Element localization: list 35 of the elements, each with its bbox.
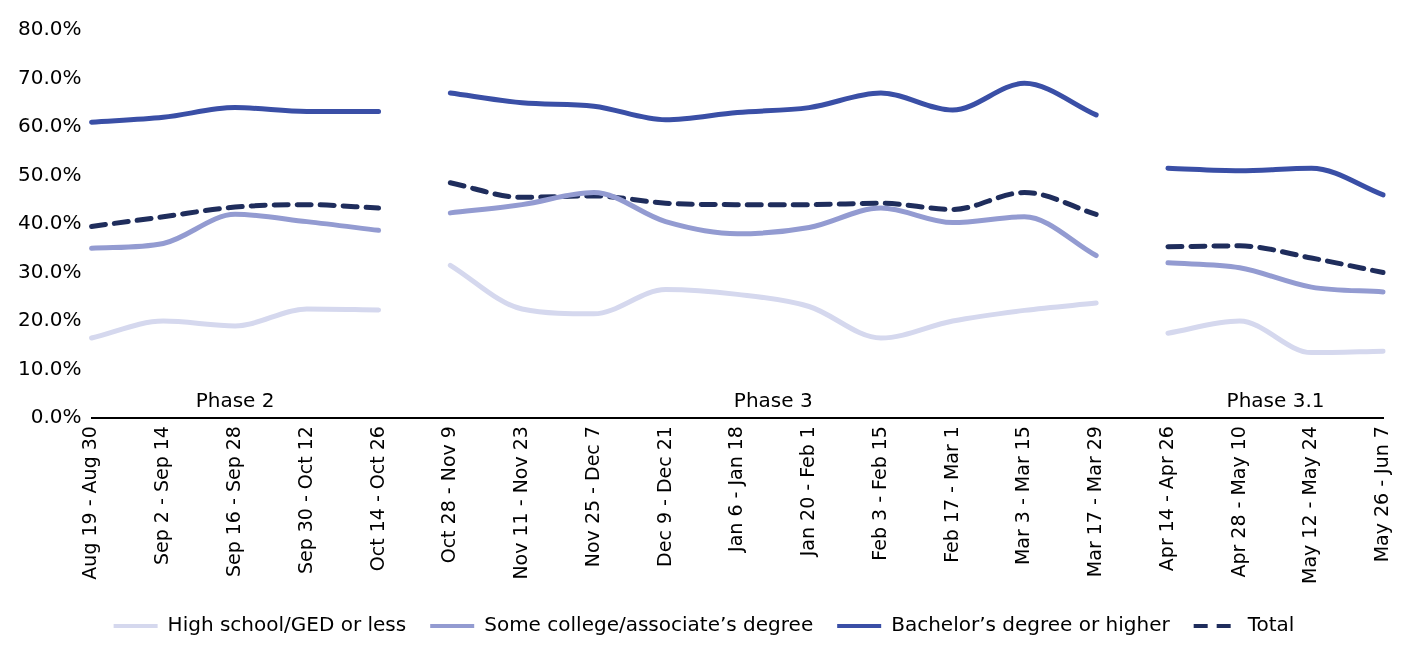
legend-label: Some college/associate’s degree (484, 612, 814, 637)
y-tick-label: 60.0% (17, 113, 82, 138)
x-tick-label: Oct 14 - Oct 26 (365, 426, 388, 572)
x-tick-label: Mar 17 - Mar 29 (1083, 426, 1106, 578)
x-tick-label: Nov 11 - Nov 23 (509, 426, 532, 580)
x-tick-label: Mar 3 - Mar 15 (1011, 426, 1034, 566)
x-tick-label: Sep 30 - Oct 12 (293, 426, 316, 575)
y-tick-label: 0.0% (30, 404, 82, 429)
x-tick-label: Aug 19 - Aug 30 (78, 426, 101, 580)
x-tick-label: Apr 28 - May 10 (1226, 426, 1249, 578)
x-tick-label: Sep 2 - Sep 14 (150, 426, 173, 565)
annotation: Phase 3.1 (1226, 388, 1325, 413)
annotation: Phase 2 (195, 388, 275, 413)
x-tick-label: Sep 16 - Sep 28 (221, 426, 244, 578)
y-tick-label: 80.0% (17, 16, 82, 41)
x-tick-label: May 12 - May 24 (1298, 426, 1321, 585)
legend-label: Total (1246, 612, 1295, 637)
legend-label: Bachelor’s degree or higher (891, 612, 1171, 637)
y-tick-label: 40.0% (17, 210, 82, 235)
x-tick-label: Oct 28 - Nov 9 (437, 426, 460, 564)
x-tick-label: May 26 - Jun 7 (1370, 426, 1393, 563)
legend-label: High school/GED or less (167, 612, 407, 637)
x-tick-label: Feb 3 - Feb 15 (867, 426, 890, 561)
y-tick-label: 50.0% (17, 161, 82, 186)
y-tick-label: 30.0% (17, 258, 82, 283)
x-tick-label: Jan 20 - Feb 1 (796, 426, 819, 558)
x-tick-label: Nov 25 - Dec 7 (580, 426, 603, 568)
x-tick-label: Apr 14 - Apr 26 (1154, 426, 1177, 572)
y-tick-label: 70.0% (17, 64, 82, 89)
y-tick-label: 20.0% (17, 307, 82, 332)
y-tick-label: 10.0% (17, 355, 82, 380)
x-tick-label: Feb 17 - Mar 1 (939, 426, 962, 563)
x-tick-label: Jan 6 - Jan 18 (724, 426, 747, 553)
x-tick-label: Dec 9 - Dec 21 (652, 426, 675, 567)
annotation: Phase 3 (733, 388, 813, 413)
